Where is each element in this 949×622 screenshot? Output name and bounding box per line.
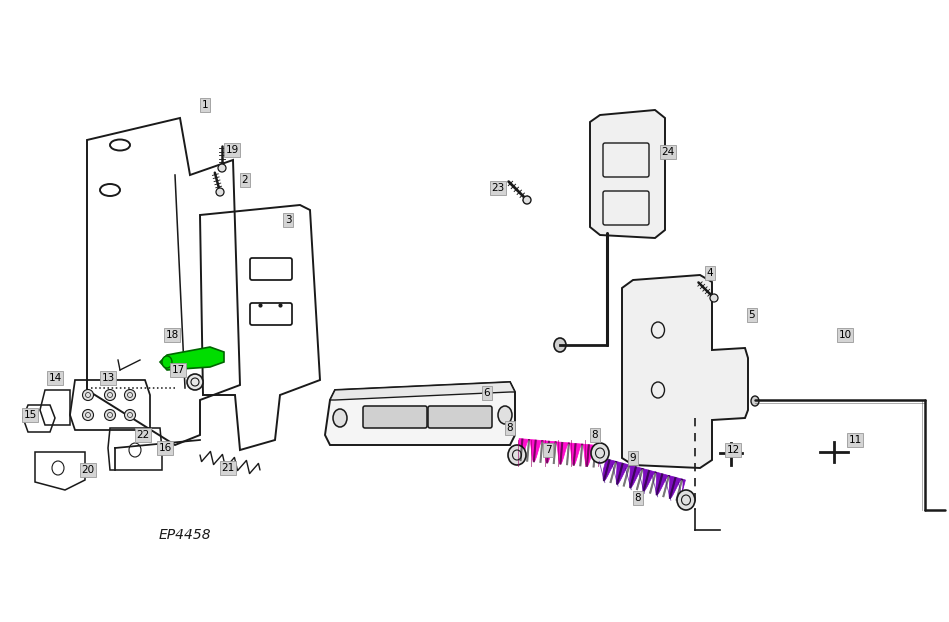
Ellipse shape [591, 443, 609, 463]
Text: 22: 22 [137, 430, 150, 440]
Text: 8: 8 [507, 423, 513, 433]
Text: 12: 12 [726, 445, 739, 455]
Text: 8: 8 [635, 493, 642, 503]
Text: 7: 7 [545, 445, 551, 455]
Ellipse shape [710, 294, 718, 302]
Text: 16: 16 [158, 443, 172, 453]
Polygon shape [590, 110, 665, 238]
FancyBboxPatch shape [363, 406, 427, 428]
Text: 19: 19 [225, 145, 238, 155]
Polygon shape [518, 439, 599, 466]
Polygon shape [603, 459, 685, 499]
Text: 9: 9 [630, 453, 637, 463]
Text: 18: 18 [165, 330, 178, 340]
FancyBboxPatch shape [428, 406, 492, 428]
Text: 10: 10 [838, 330, 851, 340]
Text: 23: 23 [492, 183, 505, 193]
Text: 2: 2 [242, 175, 249, 185]
Text: EP4458: EP4458 [158, 528, 212, 542]
Ellipse shape [83, 409, 94, 420]
Polygon shape [325, 382, 515, 445]
Ellipse shape [751, 396, 759, 406]
Text: 13: 13 [102, 373, 115, 383]
Ellipse shape [83, 389, 94, 401]
Ellipse shape [677, 490, 695, 510]
Polygon shape [622, 275, 748, 468]
Ellipse shape [216, 188, 224, 196]
Text: 11: 11 [848, 435, 862, 445]
Ellipse shape [104, 389, 116, 401]
Ellipse shape [187, 374, 203, 390]
Text: 14: 14 [48, 373, 62, 383]
Text: 24: 24 [661, 147, 675, 157]
Ellipse shape [523, 196, 531, 204]
Ellipse shape [554, 338, 566, 352]
Ellipse shape [124, 389, 136, 401]
Ellipse shape [104, 409, 116, 420]
Ellipse shape [124, 409, 136, 420]
Text: 3: 3 [285, 215, 291, 225]
Ellipse shape [508, 445, 526, 465]
Text: 17: 17 [172, 365, 185, 375]
Text: 8: 8 [591, 430, 598, 440]
Ellipse shape [498, 406, 512, 424]
Text: 1: 1 [202, 100, 209, 110]
Text: 21: 21 [221, 463, 234, 473]
Text: 15: 15 [24, 410, 37, 420]
Text: 5: 5 [749, 310, 755, 320]
Polygon shape [160, 347, 224, 370]
Text: 4: 4 [707, 268, 714, 278]
Text: 6: 6 [484, 388, 491, 398]
Polygon shape [330, 382, 515, 400]
Ellipse shape [218, 164, 226, 172]
Ellipse shape [333, 409, 347, 427]
Ellipse shape [162, 356, 172, 368]
Text: 20: 20 [82, 465, 95, 475]
